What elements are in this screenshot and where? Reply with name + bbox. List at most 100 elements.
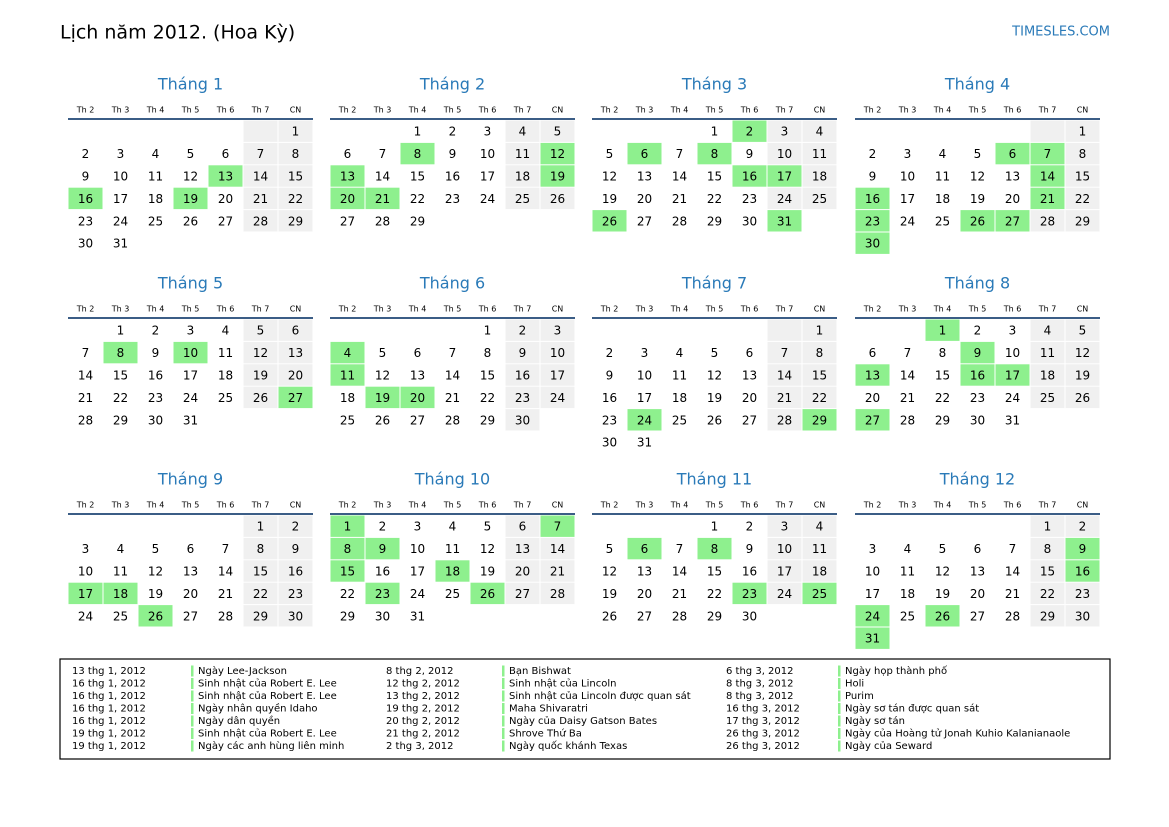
day-number: 4 xyxy=(816,520,824,534)
weekday-header: Th 7 xyxy=(513,106,532,115)
day-number: 26 xyxy=(1075,391,1090,405)
weekday-header: Th 5 xyxy=(705,106,724,115)
weekend-cell xyxy=(767,582,802,605)
day-number: 18 xyxy=(445,565,460,579)
holiday-highlight xyxy=(1065,537,1100,560)
holiday-highlight xyxy=(855,409,890,431)
weekend-cell xyxy=(505,515,540,537)
day-number: 3 xyxy=(781,520,789,534)
day-number: 21 xyxy=(375,192,390,206)
weekday-header: Th 5 xyxy=(181,305,200,314)
day-number: 2 xyxy=(974,324,982,338)
month-title: Tháng 1 xyxy=(157,75,223,94)
day-number: 6 xyxy=(974,542,982,556)
weekday-header: Th 2 xyxy=(76,305,95,314)
holiday-highlight xyxy=(855,627,890,649)
weekday-header: Th 5 xyxy=(968,106,987,115)
day-number: 4 xyxy=(117,542,125,556)
day-number: 17 xyxy=(410,565,425,579)
holiday-highlight xyxy=(627,537,662,560)
month-title: Tháng 2 xyxy=(419,75,485,94)
site-link[interactable]: TIMESLES.COM xyxy=(1011,25,1110,40)
weekend-cell xyxy=(767,515,802,537)
day-number: 6 xyxy=(641,147,649,161)
weekday-header: Th 6 xyxy=(216,106,235,115)
weekday-header: CN xyxy=(552,305,564,314)
holiday-highlight xyxy=(68,582,103,605)
day-number: 16 xyxy=(148,369,163,383)
day-number: 2 xyxy=(1079,520,1087,534)
holiday-date: 8 thg 3, 2012 xyxy=(726,679,794,690)
day-number: 11 xyxy=(935,170,950,184)
weekday-header: Th 3 xyxy=(373,501,392,510)
day-number: 6 xyxy=(641,542,649,556)
day-number: 17 xyxy=(183,369,198,383)
weekend-cell xyxy=(1065,341,1100,364)
weekend-cell xyxy=(243,341,278,364)
day-number: 9 xyxy=(746,147,754,161)
day-number: 28 xyxy=(777,413,792,427)
day-number: 17 xyxy=(637,391,652,405)
day-number: 17 xyxy=(777,565,792,579)
holiday-highlight xyxy=(855,232,890,254)
day-number: 18 xyxy=(812,170,827,184)
holiday-name: Ngày sơ tán xyxy=(845,715,905,727)
day-number: 28 xyxy=(672,609,687,623)
day-number: 27 xyxy=(183,609,198,623)
day-number: 24 xyxy=(637,413,652,427)
holiday-marker xyxy=(502,665,505,677)
day-number: 2 xyxy=(869,147,877,161)
day-number: 8 xyxy=(816,346,824,360)
weekend-cell xyxy=(1030,582,1065,605)
day-number: 25 xyxy=(900,609,915,623)
weekday-header: Th 5 xyxy=(181,106,200,115)
holiday-highlight xyxy=(627,142,662,165)
day-number: 23 xyxy=(445,192,460,206)
holiday-name: Ngày họp thành phố xyxy=(845,665,947,677)
day-number: 14 xyxy=(218,565,233,579)
weekday-header: Th 5 xyxy=(443,501,462,510)
weekday-header: Th 5 xyxy=(968,305,987,314)
day-number: 17 xyxy=(1005,369,1020,383)
day-number: 12 xyxy=(183,170,198,184)
holiday-name: Maha Shivaratri xyxy=(509,704,588,715)
holiday-date: 19 thg 2, 2012 xyxy=(386,704,460,715)
weekday-header: Th 2 xyxy=(600,305,619,314)
holiday-highlight xyxy=(855,605,890,627)
holiday-date: 8 thg 3, 2012 xyxy=(726,691,794,702)
weekend-cell xyxy=(278,515,313,537)
weekday-header: Th 3 xyxy=(898,106,917,115)
day-number: 3 xyxy=(117,147,125,161)
holiday-highlight xyxy=(925,319,960,341)
holiday-name: Shrove Thứ Ba xyxy=(509,728,582,740)
day-number: 27 xyxy=(288,391,303,405)
day-number: 30 xyxy=(602,436,617,450)
day-number: 20 xyxy=(515,565,530,579)
day-number: 8 xyxy=(1079,147,1087,161)
day-number: 29 xyxy=(113,413,128,427)
day-number: 27 xyxy=(970,609,985,623)
day-number: 12 xyxy=(1075,346,1090,360)
holiday-highlight xyxy=(330,187,365,210)
day-number: 22 xyxy=(707,192,722,206)
day-number: 25 xyxy=(445,587,460,601)
weekday-header: CN xyxy=(290,501,302,510)
day-number: 6 xyxy=(344,147,352,161)
holiday-date: 16 thg 1, 2012 xyxy=(72,679,146,690)
weekend-cell xyxy=(1030,386,1065,409)
day-number: 20 xyxy=(970,587,985,601)
weekday-header: Th 4 xyxy=(146,106,165,115)
day-number: 21 xyxy=(78,391,93,405)
holiday-highlight xyxy=(365,537,400,560)
day-number: 5 xyxy=(152,542,160,556)
day-number: 13 xyxy=(515,542,530,556)
holiday-highlight xyxy=(855,210,890,232)
day-number: 9 xyxy=(606,369,614,383)
day-number: 10 xyxy=(777,147,792,161)
day-number: 27 xyxy=(637,609,652,623)
weekend-cell xyxy=(802,560,837,582)
day-number: 8 xyxy=(711,542,719,556)
day-number: 1 xyxy=(484,324,492,338)
day-number: 5 xyxy=(606,542,614,556)
weekday-header: CN xyxy=(1077,501,1089,510)
